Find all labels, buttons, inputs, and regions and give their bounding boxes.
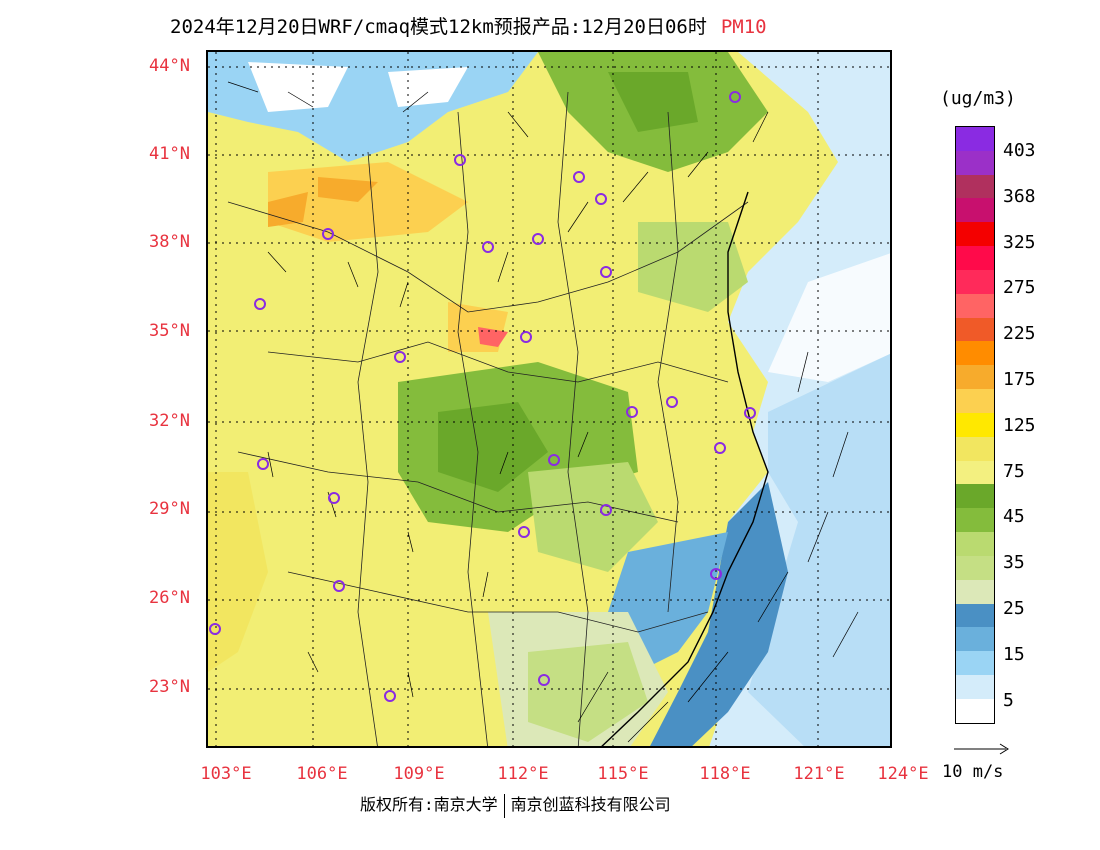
colorbar-tick-label: 25 (1003, 598, 1025, 619)
colorbar-band (956, 127, 994, 151)
title-text: 2024年12月20日WRF/cmaq模式12km预报产品:12月20日06时 (170, 16, 707, 38)
colorbar-band (956, 341, 994, 366)
colorbar-tick-label: 125 (1003, 414, 1036, 436)
colorbar-tick-label: 175 (1003, 369, 1036, 390)
map-panel (206, 50, 892, 748)
lon-label-115: 115°E (597, 764, 649, 784)
colorbar-band (956, 222, 994, 247)
colorbar-band (956, 198, 994, 223)
lat-label-35: 35°N (149, 321, 190, 341)
colorbar-band (956, 317, 994, 342)
lat-label-44: 44°N (149, 56, 190, 76)
colorbar-band (956, 555, 994, 580)
units-label: (ug/m3) (940, 88, 1016, 109)
lat-label-29: 29°N (149, 499, 190, 519)
colorbar-band (956, 460, 994, 485)
lon-label-106: 106°E (296, 764, 348, 784)
page-title: 2024年12月20日WRF/cmaq模式12km预报产品:12月20日06时 P… (170, 12, 767, 39)
lon-label-118: 118°E (699, 764, 751, 784)
colorbar-band (956, 436, 994, 461)
lat-label-26: 26°N (149, 588, 190, 608)
colorbar-band (956, 579, 994, 604)
colorbar-band (956, 365, 994, 390)
lon-label-109: 109°E (393, 764, 445, 784)
colorbar-tick-label: 225 (1003, 323, 1036, 345)
footer-divider (503, 793, 505, 818)
colorbar-band (956, 246, 994, 270)
colorbar (955, 126, 995, 724)
colorbar-tick-label: 45 (1003, 506, 1025, 528)
colorbar-tick-label: 75 (1003, 460, 1025, 482)
wind-arrow-icon (954, 743, 1009, 755)
colorbar-band (956, 174, 994, 199)
colorbar-tick-label: 403 (1003, 140, 1036, 161)
colorbar-tick-label: 5 (1003, 689, 1014, 711)
lon-label-121: 121°E (793, 764, 845, 784)
variable-label: PM10 (720, 16, 767, 38)
colorbar-band (956, 603, 994, 628)
lon-label-103: 103°E (200, 764, 252, 784)
wind-scale-label: 10 m/s (942, 762, 1004, 782)
lat-label-23: 23°N (149, 677, 190, 697)
footer: 版权所有:南京大学 南京创蓝科技有限公司 (360, 791, 671, 818)
colorbar-tick-label: 325 (1003, 231, 1036, 253)
colorbar-tick-label: 368 (1003, 185, 1036, 207)
colorbar-tick-label: 275 (1003, 277, 1036, 299)
colorbar-band (956, 293, 994, 318)
footer-left: 版权所有:南京大学 (360, 795, 498, 814)
colorbar-band (956, 269, 994, 294)
colorbar-band (956, 150, 994, 175)
colorbar-band (956, 508, 994, 533)
lat-label-38: 38°N (149, 232, 190, 252)
colorbar-band (956, 651, 994, 676)
map-field (208, 52, 890, 746)
colorbar-tick-label: 35 (1003, 552, 1025, 574)
lat-label-41: 41°N (149, 144, 190, 164)
colorbar-band (956, 675, 994, 699)
colorbar-band (956, 389, 994, 413)
lat-label-32: 32°N (149, 411, 190, 431)
colorbar-band (956, 627, 994, 652)
lon-label-124: 124°E (877, 764, 929, 784)
colorbar-band (956, 484, 994, 509)
lon-label-112: 112°E (497, 764, 549, 784)
colorbar-band (956, 412, 994, 437)
colorbar-band (956, 532, 994, 556)
colorbar-tick-label: 15 (1003, 643, 1025, 665)
colorbar-band (956, 698, 994, 723)
footer-right: 南京创蓝科技有限公司 (510, 795, 671, 814)
